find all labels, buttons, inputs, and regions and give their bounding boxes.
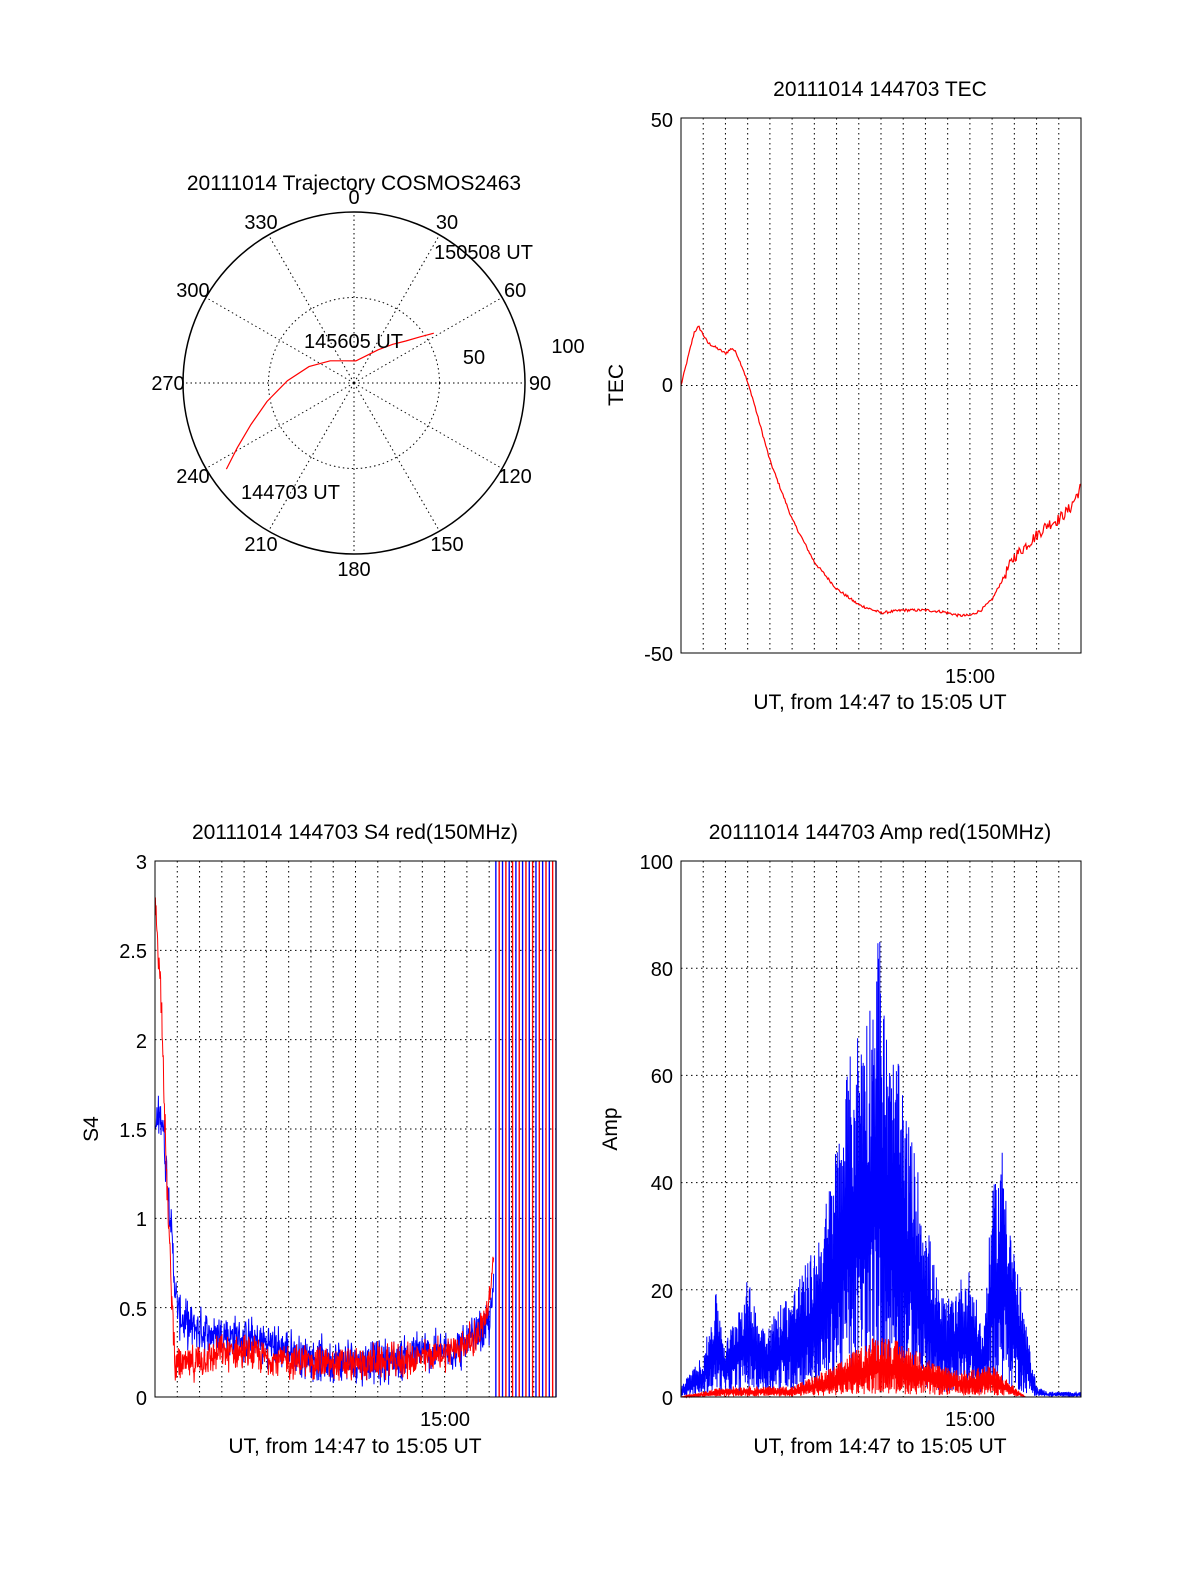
polar-spoke <box>268 234 355 384</box>
polar-spoke <box>353 382 503 469</box>
polar-spoke <box>205 297 355 384</box>
s4-plot-frame <box>154 860 557 1398</box>
polar-azimuth-label: 300 <box>176 280 209 302</box>
amp-series <box>680 941 1082 1399</box>
s4-grid <box>155 861 556 1397</box>
polar-spoke <box>353 382 440 532</box>
s4-panel: 20111014 144703 S4 red(150MHz) 0 0.5 1 1… <box>80 821 557 1458</box>
polar-spoke <box>268 382 355 532</box>
s4-ylabel: S4 <box>80 1116 103 1142</box>
tec-xlabel: UT, from 14:47 to 15:05 UT <box>753 691 1006 714</box>
amp-line <box>681 1338 1081 1399</box>
polar-spoke <box>205 382 355 469</box>
polar-annotation-end: 150508 UT <box>434 242 533 264</box>
polar-azimuth-label: 270 <box>151 373 184 395</box>
amp-line <box>680 941 1082 1397</box>
s4-xlabel: UT, from 14:47 to 15:05 UT <box>228 1435 481 1458</box>
amp-ytick-80: 80 <box>651 959 673 981</box>
s4-ytick-2: 2 <box>136 1031 147 1053</box>
polar-annotation-mid: 145605 UT <box>304 331 403 353</box>
tec-ytick-0: 0 <box>662 375 673 397</box>
tec-plot-frame <box>680 117 1082 654</box>
amp-ytick-100: 100 <box>640 852 673 874</box>
polar-radial-label-50: 50 <box>463 347 485 369</box>
polar-outer-ring <box>182 211 526 555</box>
polar-azimuth-label: 240 <box>176 466 209 488</box>
polar-trajectory-line <box>225 332 434 470</box>
tec-grid <box>681 118 1081 653</box>
tec-title: 20111014 144703 TEC <box>773 78 987 101</box>
polar-azimuth-label: 210 <box>244 534 277 556</box>
polar-radial-label-100: 100 <box>551 336 584 358</box>
amp-ytick-40: 40 <box>651 1173 673 1195</box>
amp-ylabel: Amp <box>599 1107 622 1150</box>
s4-line <box>154 1095 495 1387</box>
polar-azimuth-label: 30 <box>436 212 458 234</box>
s4-ytick-3: 3 <box>136 852 147 874</box>
polar-azimuth-labels: 0 30 60 90 120 150 180 210 240 270 300 330 <box>151 187 551 581</box>
s4-line <box>154 897 495 1383</box>
polar-grid <box>182 211 526 555</box>
polar-annotation-start: 144703 UT <box>241 482 340 504</box>
polar-azimuth-label: 150 <box>430 534 463 556</box>
s4-xtick-1500: 15:00 <box>420 1409 470 1431</box>
tec-ytick-minus50: -50 <box>644 644 673 666</box>
s4-ytick-1-5: 1.5 <box>119 1120 147 1142</box>
polar-spoke <box>353 234 440 384</box>
polar-azimuth-label: 90 <box>529 373 551 395</box>
amp-panel: 20111014 144703 Amp red(150MHz) 0 20 40 … <box>599 821 1082 1458</box>
s4-ytick-0: 0 <box>136 1388 147 1410</box>
amp-title: 20111014 144703 Amp red(150MHz) <box>709 821 1051 844</box>
tec-panel: 20111014 144703 TEC 50 0 -50 15:00 UT, f… <box>605 78 1082 714</box>
tec-xtick-1500: 15:00 <box>945 666 995 688</box>
polar-title: 20111014 Trajectory COSMOS2463 <box>187 172 521 195</box>
polar-azimuth-label: 0 <box>348 187 359 209</box>
s4-ytick-1: 1 <box>136 1209 147 1231</box>
s4-title: 20111014 144703 S4 red(150MHz) <box>192 821 518 844</box>
s4-ytick-0-5: 0.5 <box>119 1299 147 1321</box>
tec-ylabel: TEC <box>605 364 628 406</box>
amp-xtick-1500: 15:00 <box>945 1409 995 1431</box>
tec-line <box>680 325 1082 618</box>
polar-trajectory-series <box>225 332 434 470</box>
amp-xlabel: UT, from 14:47 to 15:05 UT <box>753 1435 1006 1458</box>
polar-trajectory-panel: 20111014 Trajectory COSMOS2463 0 30 60 90 12… <box>151 172 584 581</box>
polar-azimuth-label: 60 <box>504 280 526 302</box>
polar-azimuth-label: 120 <box>498 466 531 488</box>
amp-ytick-20: 20 <box>651 1281 673 1303</box>
amp-ytick-60: 60 <box>651 1066 673 1088</box>
polar-azimuth-label: 180 <box>337 559 370 581</box>
amp-plot-frame <box>680 860 1082 1398</box>
tec-series <box>680 325 1082 618</box>
tec-ytick-50: 50 <box>651 110 673 132</box>
polar-azimuth-label: 330 <box>244 212 277 234</box>
polar-spoke <box>353 297 503 384</box>
s4-ytick-2-5: 2.5 <box>119 941 147 963</box>
amp-ytick-0: 0 <box>662 1388 673 1410</box>
